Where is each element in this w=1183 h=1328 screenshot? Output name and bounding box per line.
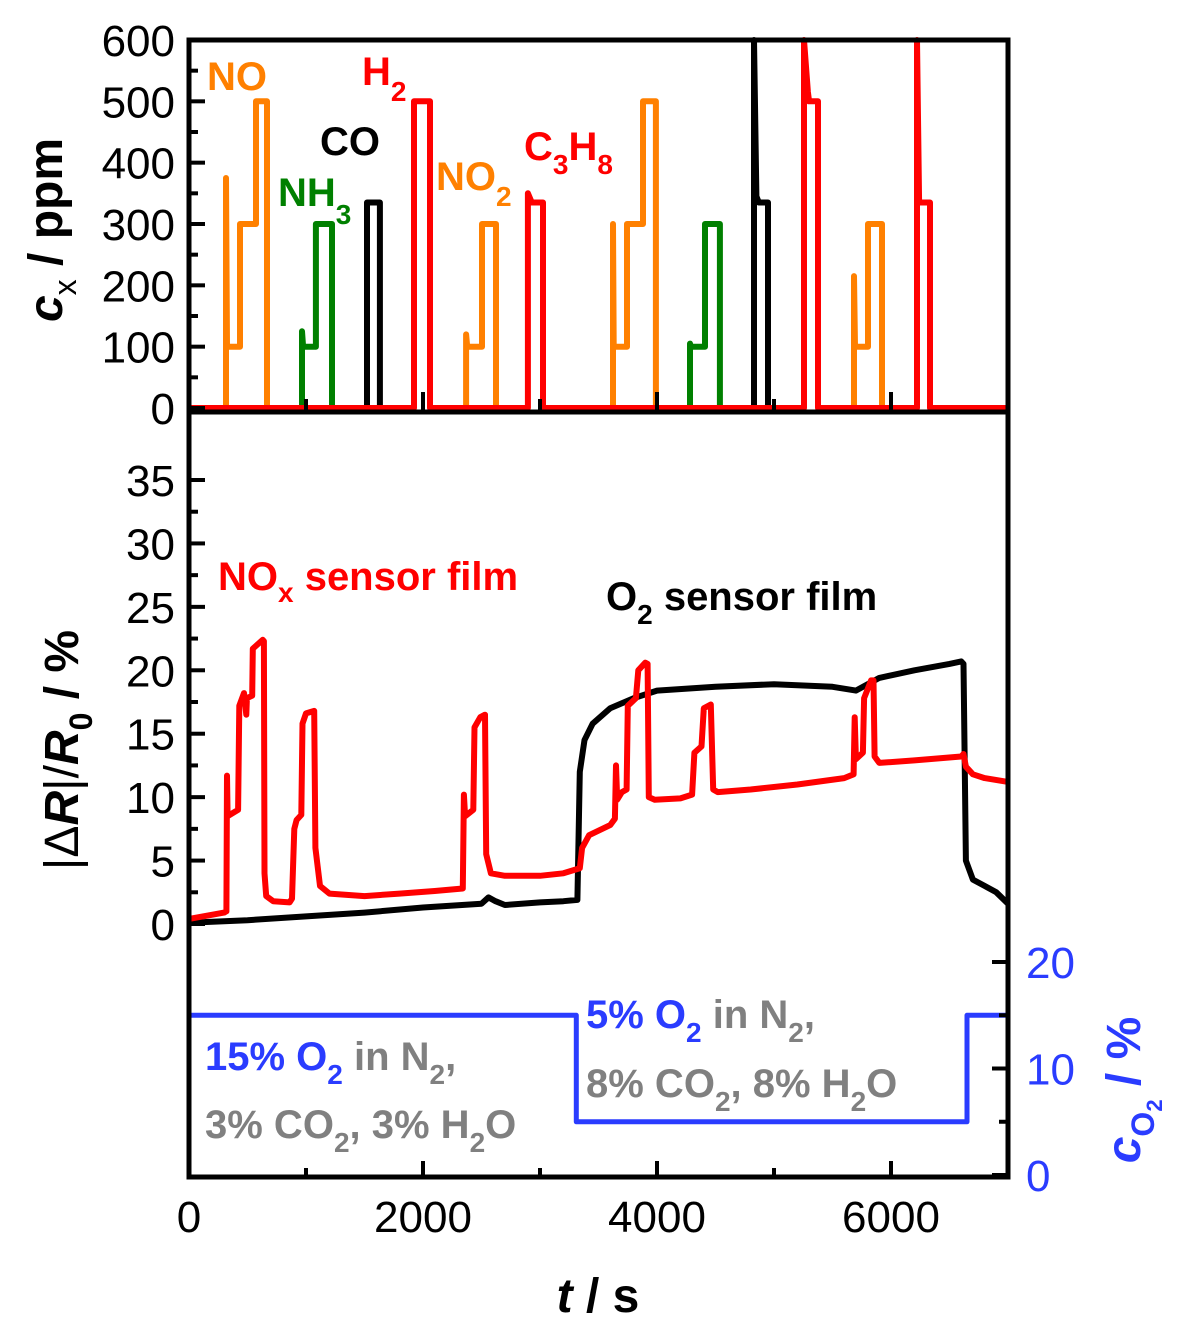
series-line-o2-sensor-film — [188, 658, 1011, 926]
series-line-no — [223, 98, 270, 408]
o2-concentration-series — [189, 1012, 1008, 1125]
top-y-tick-label: 100 — [102, 324, 175, 373]
bottom-y-tick-label: 0 — [151, 901, 175, 950]
right-y-tick-label: 10 — [1026, 1046, 1075, 1095]
series-line-nox-sensor-film — [188, 636, 1009, 922]
annotation-co: CO — [320, 120, 380, 164]
bottom-panel-frame — [186, 409, 1011, 1180]
annotation-nox-sensor-film: NOx sensor film — [218, 555, 518, 608]
series-line-no-repeat — [610, 98, 659, 408]
bottom-y-axis-title: |ΔR|/R0 / % — [36, 630, 99, 870]
series-line-co-repeat — [751, 37, 771, 408]
x-tick-label: 4000 — [608, 1193, 706, 1242]
annotation-h2: H2 — [362, 50, 406, 107]
top-panel-frame — [186, 37, 1011, 415]
series-line-no2-repeat — [851, 221, 885, 408]
bottom-y-tick-label: 35 — [126, 457, 175, 506]
x-axis-title: t / s — [557, 1270, 640, 1323]
bottom-y-tick-label: 15 — [126, 711, 175, 760]
x-tick-label: 2000 — [374, 1193, 472, 1242]
bottom-y-tick-label: 25 — [126, 584, 175, 633]
series-line-nh3-repeat — [687, 221, 723, 408]
right-y-tick-label: 0 — [1026, 1152, 1050, 1201]
bottom-y-tick-label: 5 — [151, 838, 175, 887]
x-tick-label: 6000 — [842, 1193, 940, 1242]
right-y-tick-label: 20 — [1026, 939, 1075, 988]
x-tick-label: 0 — [177, 1193, 201, 1242]
bottom-y-tick-label: 10 — [126, 774, 175, 823]
annotation-phase1-line2: 3% CO2, 3% H2O — [205, 1103, 516, 1158]
annotation-nh3: NH3 — [278, 171, 351, 230]
annotation-no: NO — [207, 55, 267, 99]
annotation-phase2-line1: 5% O2 in N2, — [586, 993, 815, 1048]
annotation-no2: NO2 — [436, 155, 512, 212]
right-y-axis-title: cO2 / % — [1098, 1017, 1167, 1164]
top-y-tick-label: 600 — [102, 17, 175, 66]
annotation-c3h8: C3H8 — [524, 125, 613, 180]
annotation-phase2-line2: 8% CO2, 8% H2O — [586, 1062, 897, 1117]
series-line-no2 — [463, 221, 499, 408]
top-y-tick-label: 400 — [102, 140, 175, 189]
top-y-tick-label: 200 — [102, 262, 175, 311]
series-line-h2-c3h8-baseline — [189, 37, 1008, 411]
top-y-tick-label: 0 — [151, 385, 175, 434]
axis-ticks — [187, 38, 1008, 1177]
series-line-co — [364, 199, 383, 408]
bottom-panel-series — [188, 636, 1011, 926]
bottom-y-tick-label: 20 — [126, 647, 175, 696]
top-y-axis-title: cx / ppm — [20, 138, 83, 322]
top-y-tick-label: 500 — [102, 78, 175, 127]
annotation-o2-sensor-film: O2 sensor film — [606, 575, 877, 630]
top-y-tick-label: 300 — [102, 201, 175, 250]
series-line-nh3 — [299, 221, 335, 408]
series-line-o2-concentration — [189, 1012, 1008, 1125]
bottom-y-tick-label: 30 — [126, 520, 175, 569]
annotation-phase1-line1: 15% O2 in N2, — [205, 1035, 456, 1090]
top-panel-series — [189, 37, 1008, 411]
